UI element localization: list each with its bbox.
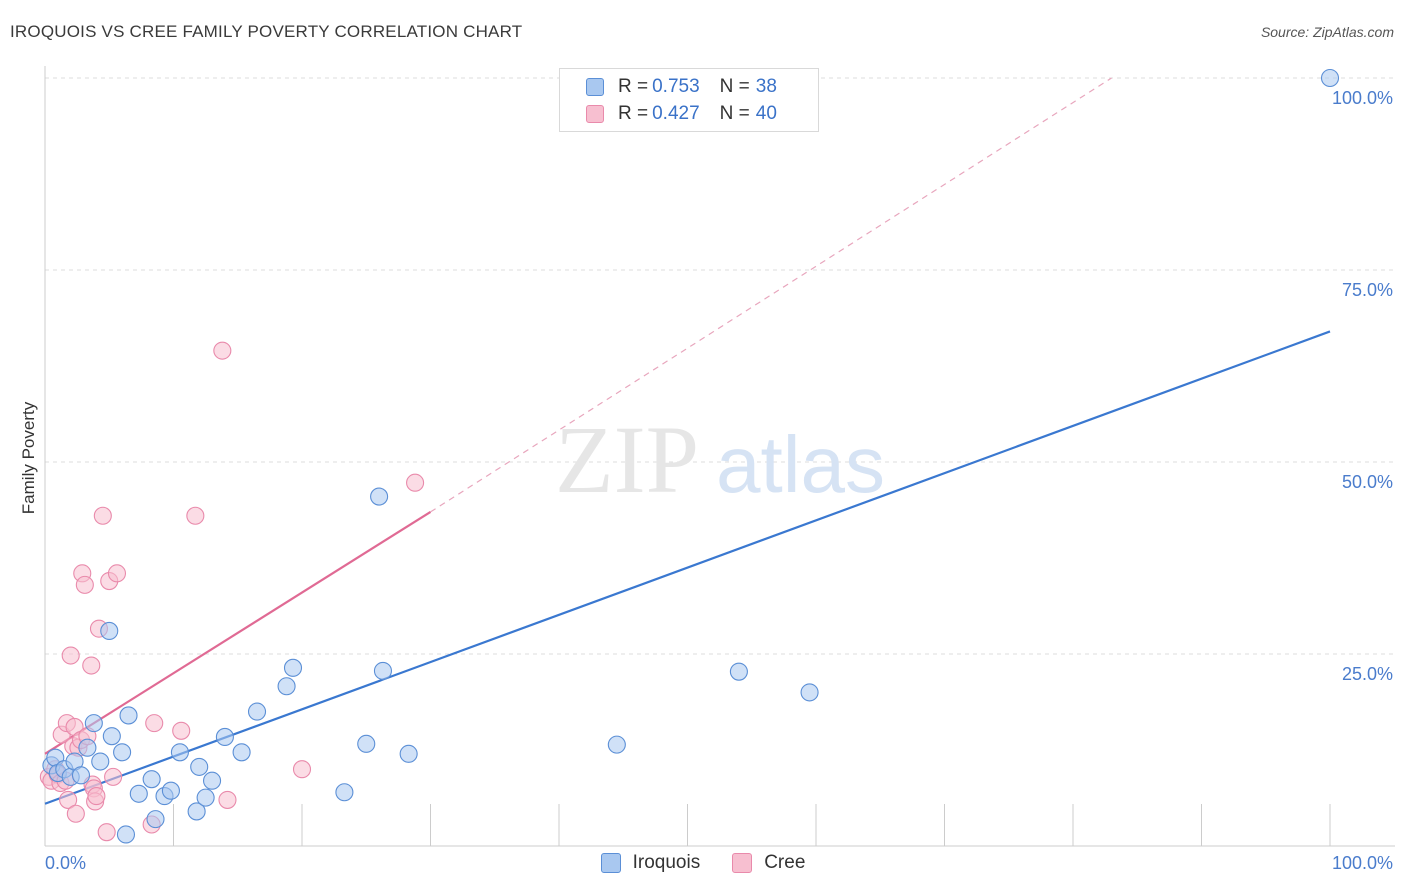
cree-point bbox=[59, 790, 78, 809]
n-label: N = bbox=[719, 76, 750, 97]
trend-lines bbox=[44, 77, 1331, 805]
grid-lines bbox=[45, 77, 1395, 655]
iroquois-point bbox=[370, 487, 389, 506]
cree-point bbox=[75, 575, 94, 594]
source-label: Source: ZipAtlas.com bbox=[1260, 24, 1394, 40]
iroquois-point bbox=[607, 735, 626, 754]
iroquois-point bbox=[161, 781, 180, 800]
cree-legend-swatch bbox=[732, 853, 753, 873]
iroquois-point bbox=[283, 658, 303, 677]
cree-legend-label: Cree bbox=[764, 852, 806, 873]
iroquois-point bbox=[215, 727, 234, 746]
iroquois-point bbox=[113, 743, 132, 762]
iroquois-point bbox=[800, 683, 819, 702]
iroquois-point bbox=[187, 802, 206, 821]
iroquois-point bbox=[232, 743, 251, 762]
cree-point bbox=[61, 646, 80, 665]
series-legend: Iroquois Cree bbox=[0, 852, 1406, 874]
cree-point bbox=[82, 656, 101, 675]
legend-item-cree[interactable]: Cree bbox=[732, 852, 805, 874]
watermark: ZIP atlas bbox=[555, 406, 885, 513]
axes bbox=[44, 66, 1395, 847]
iroquois-point bbox=[170, 743, 189, 762]
cree-point bbox=[145, 714, 164, 733]
cree-point bbox=[66, 804, 85, 823]
iroquois-point bbox=[78, 738, 97, 757]
legend-row-iroquois: R = 0.753 N = 38 bbox=[586, 75, 777, 99]
watermark-zip: ZIP bbox=[555, 406, 699, 513]
iroquois-point bbox=[729, 662, 748, 681]
tick-labels: 25.0% 50.0% 75.0% 100.0% 0.0% 100.0% bbox=[45, 88, 1393, 873]
n-label: N = bbox=[719, 103, 750, 124]
cree-point bbox=[87, 787, 106, 806]
iroquois-point bbox=[196, 788, 215, 807]
watermark-atlas: atlas bbox=[716, 420, 885, 509]
cree-point bbox=[186, 506, 205, 525]
cree-point bbox=[107, 564, 127, 583]
iroquois-point bbox=[84, 714, 103, 733]
legend-row-cree: R = 0.427 N = 40 bbox=[586, 102, 777, 126]
data-points bbox=[39, 68, 1340, 844]
cree-trend-line bbox=[44, 510, 432, 755]
iroquois-point bbox=[100, 621, 119, 641]
r-label: R = bbox=[618, 103, 649, 124]
cree-point bbox=[218, 790, 237, 809]
cree-point bbox=[406, 473, 425, 492]
y-tick-label: 50.0% bbox=[1342, 472, 1393, 492]
iroquois-point bbox=[277, 677, 296, 696]
n-value: 40 bbox=[755, 103, 777, 124]
r-value: 0.753 bbox=[652, 76, 700, 97]
n-value: 38 bbox=[755, 76, 777, 97]
iroquois-point bbox=[203, 771, 222, 790]
y-tick-label: 25.0% bbox=[1342, 664, 1393, 684]
iroquois-point bbox=[116, 825, 136, 844]
cree-point bbox=[292, 760, 312, 779]
r-value: 0.427 bbox=[652, 103, 700, 124]
iroquois-point bbox=[373, 661, 393, 680]
y-tick-label: 75.0% bbox=[1342, 280, 1393, 300]
cree-trend-extension bbox=[430, 77, 1112, 513]
cree-point bbox=[104, 767, 123, 786]
iroquois-point bbox=[399, 744, 418, 763]
stats-legend: R = 0.753 N = 38 R = 0.427 N = 40 bbox=[559, 68, 819, 132]
iroquois-point bbox=[102, 727, 121, 746]
iroquois-point bbox=[119, 706, 138, 725]
iroquois-point bbox=[247, 702, 267, 721]
r-label: R = bbox=[618, 76, 649, 97]
iroquois-point bbox=[190, 757, 209, 776]
cree-point bbox=[172, 721, 191, 740]
chart-title: IROQUOIS VS CREE FAMILY POVERTY CORRELAT… bbox=[10, 22, 523, 41]
iroquois-legend-swatch bbox=[600, 853, 621, 873]
cree-swatch bbox=[586, 105, 604, 123]
iroquois-legend-label: Iroquois bbox=[632, 852, 701, 873]
iroquois-point bbox=[1320, 68, 1340, 88]
iroquois-point bbox=[335, 783, 354, 802]
iroquois-point bbox=[142, 770, 161, 789]
cree-point bbox=[93, 506, 112, 525]
legend-item-iroquois[interactable]: Iroquois bbox=[600, 852, 701, 874]
iroquois-point bbox=[357, 734, 376, 753]
cree-point bbox=[213, 341, 232, 360]
iroquois-point bbox=[91, 752, 110, 771]
x-tick-label: 100.0% bbox=[1332, 853, 1393, 873]
iroquois-swatch bbox=[586, 78, 604, 96]
y-axis-label: Family Poverty bbox=[19, 401, 38, 514]
iroquois-point bbox=[129, 784, 148, 803]
iroquois-point bbox=[146, 810, 165, 829]
x-tick-label: 0.0% bbox=[45, 853, 86, 873]
y-tick-label: 100.0% bbox=[1332, 88, 1393, 108]
iroquois-point bbox=[71, 766, 91, 785]
cree-point bbox=[97, 823, 116, 842]
iroquois-trend-line bbox=[44, 330, 1331, 805]
